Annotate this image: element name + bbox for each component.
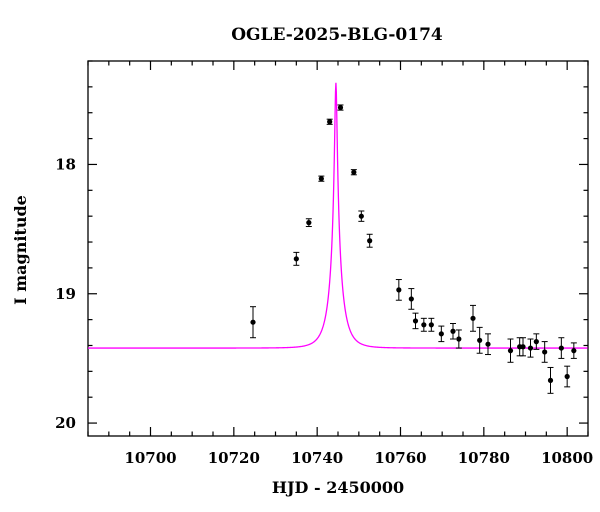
data-point	[547, 377, 554, 383]
data-point	[250, 319, 256, 325]
y-axis-label: I magnitude	[11, 195, 30, 305]
data-point	[456, 336, 462, 342]
data-point	[533, 339, 539, 345]
x-tick-label: 10740	[291, 449, 343, 467]
data-point	[485, 341, 491, 347]
y-tick-label: 20	[55, 414, 76, 432]
data-point	[408, 296, 414, 302]
model-layer	[88, 82, 588, 349]
data-point	[477, 337, 483, 343]
chart-title: OGLE-2025-BLG-0174	[231, 25, 443, 45]
x-tick-label: 10700	[124, 449, 176, 467]
data-point	[470, 315, 476, 321]
data-points-layer	[250, 104, 577, 394]
data-point	[571, 348, 577, 354]
data-point	[396, 287, 402, 293]
plot-frame	[87, 60, 589, 437]
data-point	[428, 322, 434, 328]
x-tick-label: 10760	[374, 449, 426, 467]
data-point	[527, 345, 534, 351]
x-tick-label: 10780	[458, 449, 510, 467]
data-point	[293, 256, 299, 262]
data-point	[367, 238, 373, 244]
x-tick-label: 10800	[541, 449, 593, 467]
data-point	[542, 349, 548, 355]
data-point	[318, 176, 324, 182]
data-point	[327, 119, 333, 125]
data-point	[421, 322, 427, 328]
data-point	[351, 169, 357, 175]
data-point	[438, 331, 444, 337]
data-point	[520, 344, 526, 350]
data-point	[337, 104, 344, 111]
plot-border	[87, 60, 589, 437]
x-axis-label: HJD - 2450000	[272, 478, 404, 497]
x-axis-ticks: 10700 10720 10740 10760 10780 10800	[87, 61, 593, 467]
data-point	[507, 348, 514, 354]
data-point	[306, 220, 312, 226]
data-point	[564, 373, 570, 380]
y-tick-label: 18	[55, 155, 76, 173]
y-axis-ticks: 18 19 20	[55, 60, 588, 432]
data-point	[450, 328, 456, 334]
x-tick-label: 10720	[208, 449, 260, 467]
model-curve	[88, 82, 588, 349]
y-tick-label: 19	[55, 285, 76, 303]
data-point	[558, 345, 564, 351]
data-point	[412, 318, 419, 324]
data-point	[358, 213, 364, 219]
